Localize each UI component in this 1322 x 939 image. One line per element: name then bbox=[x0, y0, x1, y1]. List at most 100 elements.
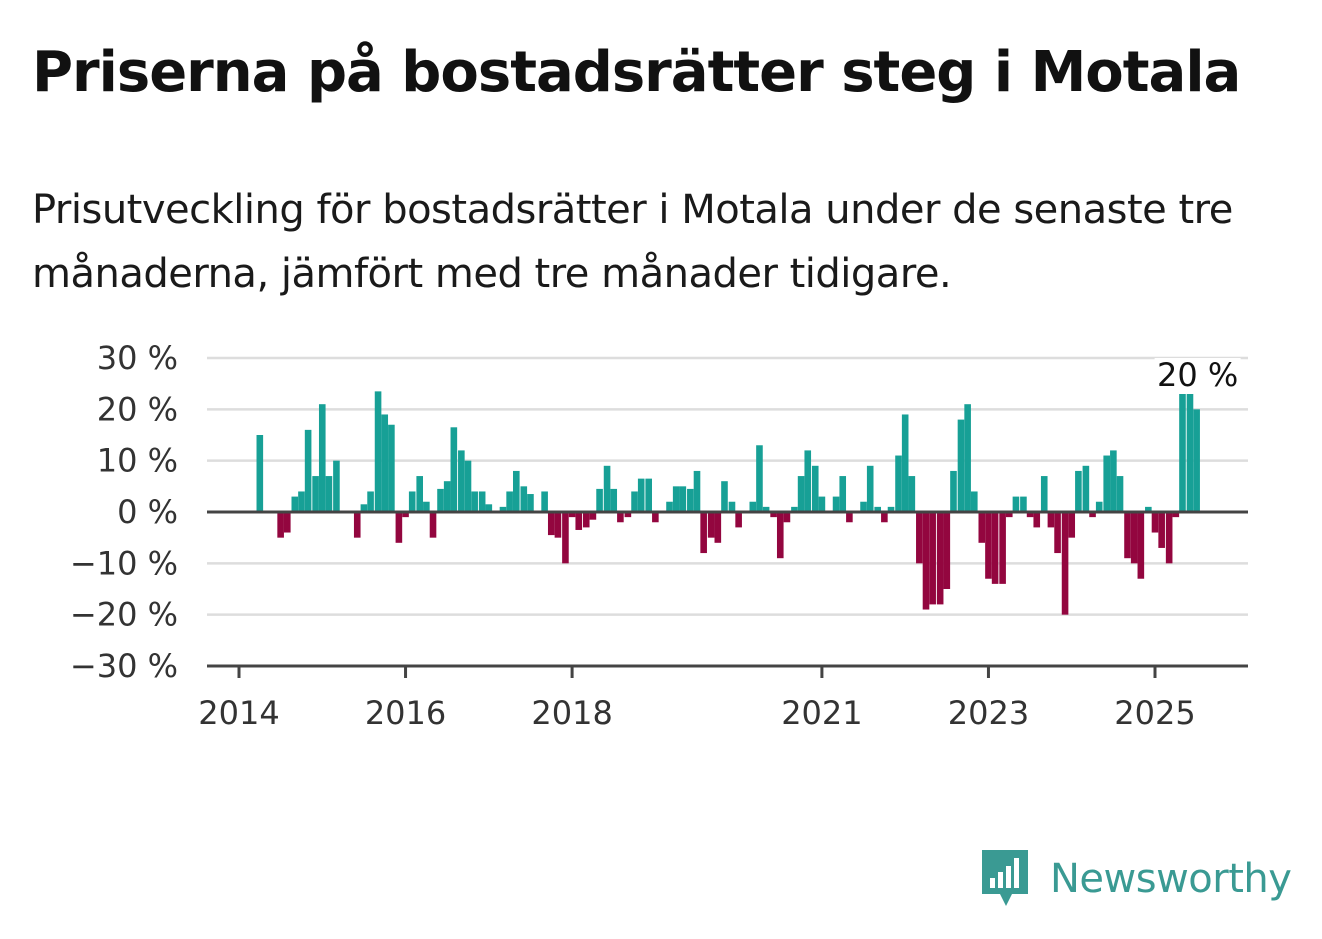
bar bbox=[1179, 393, 1186, 512]
bar bbox=[464, 460, 472, 512]
bar bbox=[978, 512, 986, 543]
bar bbox=[1165, 512, 1173, 564]
bar bbox=[700, 512, 707, 554]
axes bbox=[207, 510, 1248, 668]
bar bbox=[832, 496, 840, 512]
bar bbox=[908, 476, 916, 512]
bar bbox=[589, 512, 597, 520]
newsworthy-logo-icon bbox=[982, 850, 1028, 906]
y-tick-label: 20 % bbox=[97, 390, 178, 428]
bar bbox=[1130, 512, 1138, 564]
bar bbox=[374, 391, 382, 512]
bar bbox=[985, 512, 992, 579]
bar bbox=[672, 486, 680, 512]
x-axis-tick-labels: 2014 2016 2018 2021 2023 2025 bbox=[198, 666, 1196, 732]
bar bbox=[970, 491, 978, 512]
bar bbox=[818, 496, 826, 512]
bar bbox=[1054, 512, 1061, 554]
bar bbox=[333, 460, 340, 512]
bar bbox=[964, 404, 971, 512]
bar bbox=[367, 491, 374, 512]
bar bbox=[541, 491, 548, 512]
bar bbox=[554, 512, 562, 538]
y-tick-label: −20 % bbox=[70, 596, 178, 634]
y-tick-label: 30 % bbox=[97, 339, 178, 377]
bar bbox=[1026, 512, 1034, 518]
bar bbox=[728, 501, 736, 512]
bar bbox=[1089, 512, 1096, 518]
bar bbox=[811, 465, 819, 512]
bar bbox=[922, 512, 930, 610]
bar bbox=[735, 512, 742, 528]
bar bbox=[950, 470, 957, 512]
bar bbox=[499, 506, 507, 512]
bar bbox=[652, 512, 659, 523]
bar bbox=[637, 478, 645, 512]
x-tick-label: 2018 bbox=[531, 694, 612, 732]
bar bbox=[936, 512, 944, 605]
bar bbox=[1020, 496, 1027, 512]
bar bbox=[596, 488, 603, 512]
bar bbox=[304, 429, 312, 512]
bar bbox=[256, 435, 264, 512]
bar bbox=[1047, 512, 1055, 528]
bar bbox=[1137, 512, 1145, 579]
bar bbox=[797, 476, 805, 512]
bar-chart: 30 %20 %10 %0 %−10 %−20 %−30 % 2014 2016 2… bbox=[70, 339, 1248, 732]
bar bbox=[895, 455, 902, 512]
bar bbox=[839, 476, 847, 512]
bar bbox=[617, 512, 624, 523]
bar bbox=[1186, 393, 1194, 512]
bar bbox=[687, 488, 694, 512]
x-tick-label: 2014 bbox=[198, 694, 279, 732]
bar bbox=[991, 512, 999, 584]
bar bbox=[575, 512, 583, 530]
bar bbox=[1005, 512, 1013, 518]
bar bbox=[395, 512, 403, 543]
bar bbox=[1095, 501, 1103, 512]
bars bbox=[256, 391, 1200, 615]
bar bbox=[478, 491, 486, 512]
bar bbox=[916, 512, 923, 564]
bar bbox=[388, 424, 395, 512]
bar bbox=[547, 512, 555, 536]
y-tick-label: 0 % bbox=[117, 493, 178, 531]
bar bbox=[860, 501, 867, 512]
bar bbox=[707, 512, 715, 538]
bar bbox=[999, 512, 1006, 584]
bar bbox=[450, 427, 458, 512]
bar bbox=[1082, 465, 1090, 512]
bar bbox=[1158, 512, 1165, 548]
bar bbox=[568, 512, 576, 518]
bar bbox=[631, 491, 638, 512]
bar bbox=[582, 512, 590, 528]
bar bbox=[693, 470, 701, 512]
bar bbox=[527, 494, 534, 512]
bar bbox=[610, 488, 618, 512]
chart-title: Priserna på bostadsrätter steg i Motala bbox=[32, 40, 1241, 105]
chart-subtitle: Prisutveckling för bostadsrätter i Motal… bbox=[32, 187, 1233, 297]
x-tick-label: 2025 bbox=[1114, 694, 1195, 732]
bar bbox=[1124, 512, 1131, 559]
x-tick-label: 2023 bbox=[948, 694, 1029, 732]
bar bbox=[443, 481, 451, 512]
bar bbox=[756, 445, 763, 512]
bar bbox=[846, 512, 853, 523]
bar bbox=[1172, 512, 1180, 518]
bar bbox=[874, 506, 882, 512]
bar bbox=[506, 491, 513, 512]
bar bbox=[1116, 476, 1124, 512]
bar bbox=[721, 481, 728, 512]
bar bbox=[770, 512, 777, 518]
bar bbox=[1040, 476, 1048, 512]
annotation-label: 20 % bbox=[1157, 356, 1238, 394]
bar bbox=[679, 486, 687, 512]
bar bbox=[1151, 512, 1159, 533]
bar bbox=[512, 470, 520, 512]
bar bbox=[943, 512, 951, 589]
bar bbox=[624, 512, 632, 518]
bar bbox=[645, 478, 653, 512]
bar bbox=[791, 506, 798, 512]
bar bbox=[866, 465, 874, 512]
bar bbox=[762, 506, 770, 512]
